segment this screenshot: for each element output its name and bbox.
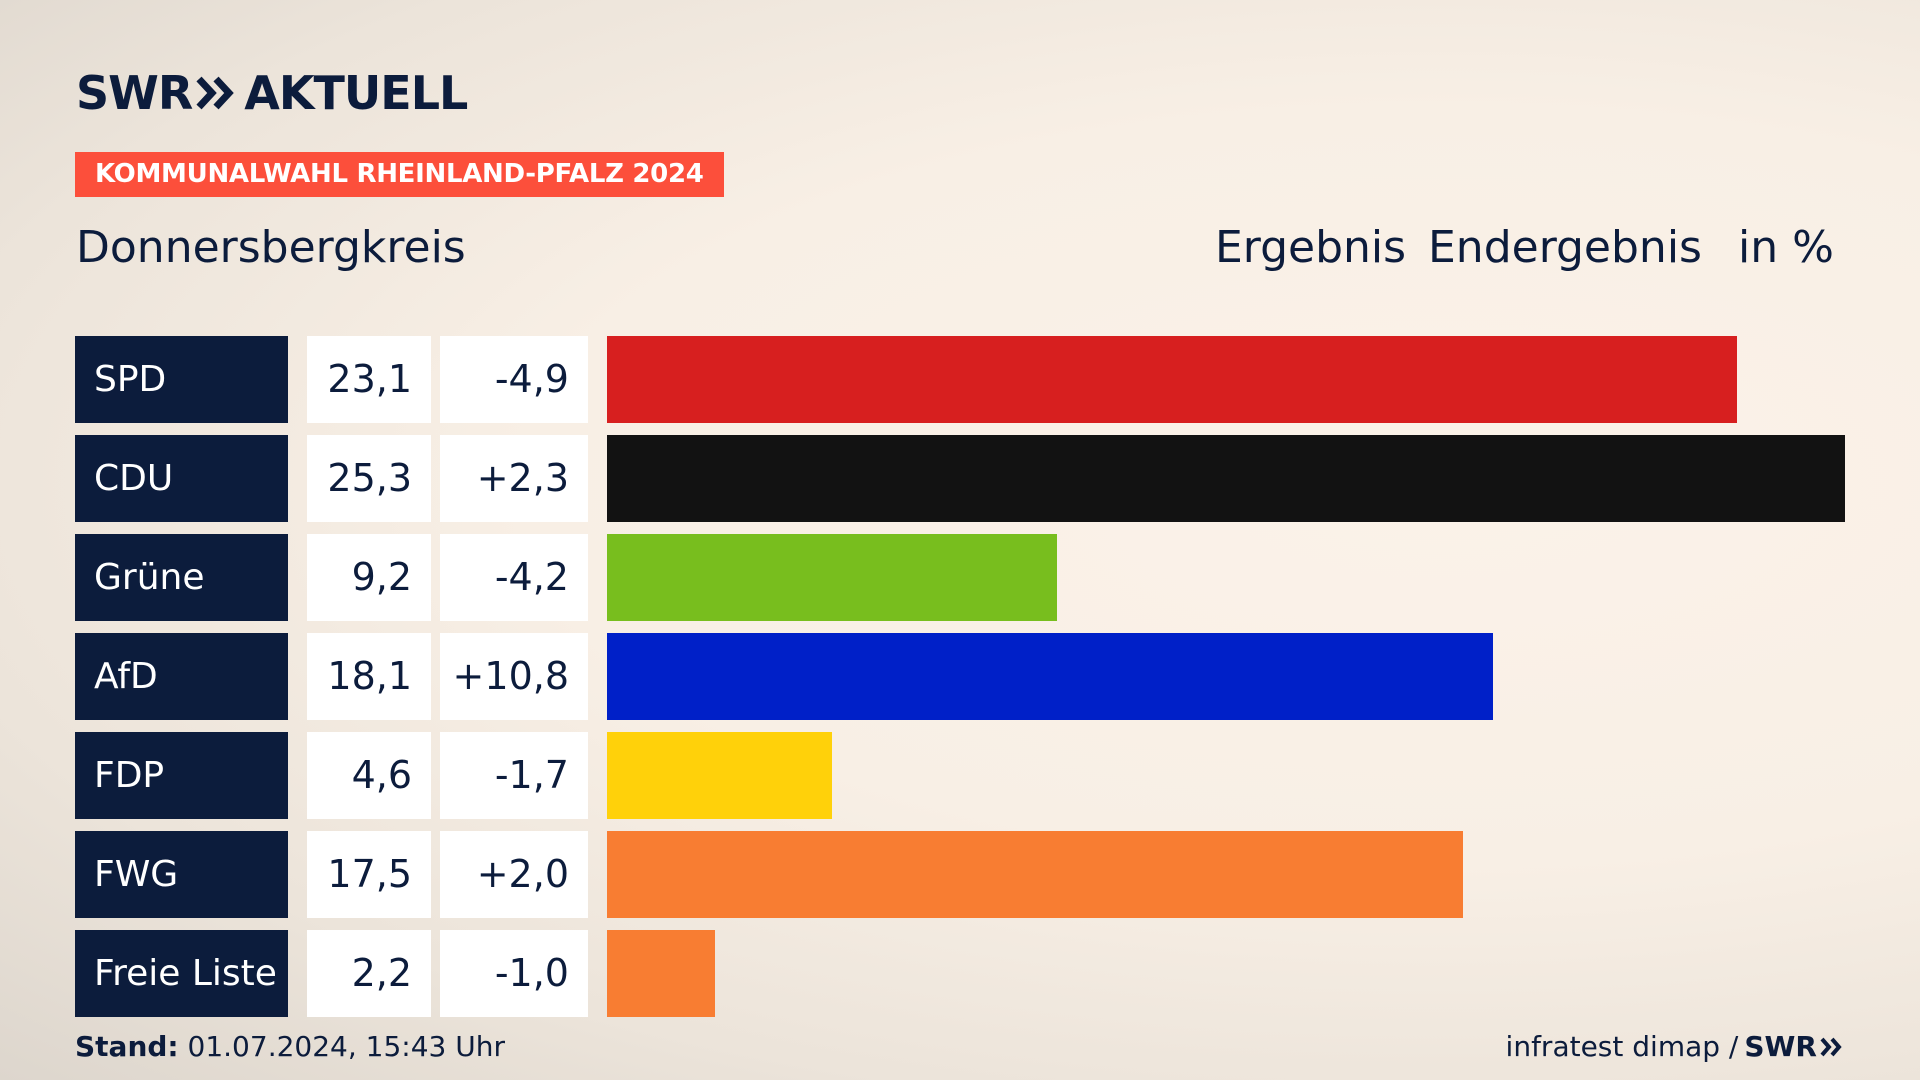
party-label: FWG xyxy=(75,831,288,918)
election-badge: KOMMUNALWAHL RHEINLAND-PFALZ 2024 xyxy=(75,152,724,197)
vote-share-value: 17,5 xyxy=(307,831,431,918)
party-label: AfD xyxy=(75,633,288,720)
logo-aktuell-text: AKTUELL xyxy=(244,66,468,120)
source-brand-text: SWR xyxy=(1744,1030,1817,1063)
result-row: FDP 4,6 -1,7 xyxy=(75,732,1845,819)
result-bar xyxy=(607,435,1845,522)
timestamp-value: 01.07.2024, 15:43 Uhr xyxy=(187,1030,505,1063)
source-credit: infratest dimap / SWR xyxy=(1506,1030,1844,1063)
vote-share-change: -1,7 xyxy=(440,732,588,819)
vote-share-change: -4,2 xyxy=(440,534,588,621)
timestamp: Stand: 01.07.2024, 15:43 Uhr xyxy=(75,1030,505,1063)
result-row: AfD 18,1 +10,8 xyxy=(75,633,1845,720)
vote-share-value: 2,2 xyxy=(307,930,431,1017)
vote-share-value: 18,1 xyxy=(307,633,431,720)
party-label: SPD xyxy=(75,336,288,423)
result-bar xyxy=(607,336,1737,423)
party-label: FDP xyxy=(75,732,288,819)
double-chevron-right-icon xyxy=(196,76,235,110)
source-brand: SWR xyxy=(1744,1030,1844,1063)
unit-label: in % xyxy=(1738,222,1834,273)
vote-share-value: 25,3 xyxy=(307,435,431,522)
result-status-label: Endergebnis xyxy=(1428,222,1702,273)
vote-share-change: +10,8 xyxy=(440,633,588,720)
result-bar xyxy=(607,633,1493,720)
vote-share-change: +2,3 xyxy=(440,435,588,522)
small-double-chevron-right-icon xyxy=(1820,1037,1842,1056)
source-text: infratest dimap / xyxy=(1505,1030,1739,1063)
vote-share-change: +2,0 xyxy=(440,831,588,918)
vote-share-change: -4,9 xyxy=(440,336,588,423)
vote-share-change: -1,0 xyxy=(440,930,588,1017)
result-row: SPD 23,1 -4,9 xyxy=(75,336,1845,423)
region-title: Donnersbergkreis xyxy=(76,222,466,273)
result-bar xyxy=(607,930,715,1017)
result-bar xyxy=(607,534,1057,621)
result-row: FWG 17,5 +2,0 xyxy=(75,831,1845,918)
timestamp-label: Stand: xyxy=(75,1030,179,1063)
result-row: CDU 25,3 +2,3 xyxy=(75,435,1845,522)
result-row: Grüne 9,2 -4,2 xyxy=(75,534,1845,621)
vote-share-value: 23,1 xyxy=(307,336,431,423)
vote-share-value: 9,2 xyxy=(307,534,431,621)
result-row: Freie Liste 2,2 -1,0 xyxy=(75,930,1845,1017)
result-label: Ergebnis xyxy=(1215,222,1407,273)
party-label: CDU xyxy=(75,435,288,522)
result-bar xyxy=(607,732,832,819)
party-label: Freie Liste xyxy=(75,930,288,1017)
result-bar xyxy=(607,831,1463,918)
logo-swr-text: SWR xyxy=(76,66,193,120)
vote-share-value: 4,6 xyxy=(307,732,431,819)
party-label: Grüne xyxy=(75,534,288,621)
swr-aktuell-logo: SWR AKTUELL xyxy=(76,66,468,120)
